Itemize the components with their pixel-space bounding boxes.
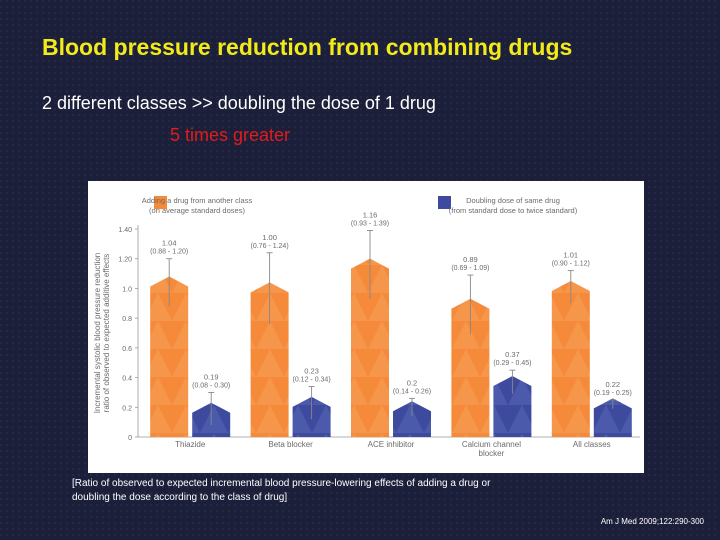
value-label: 1.01: [563, 251, 578, 260]
bar-add-drug-2: [250, 282, 289, 437]
legend-swatch-blue: [438, 196, 451, 209]
value-label: 0.37: [505, 350, 520, 359]
y-tick-label: 0.4: [122, 376, 132, 383]
value-label: 1.04: [162, 239, 177, 248]
value-label: 0.22: [605, 380, 620, 389]
category-label: Thiazide: [175, 440, 206, 449]
slide-title: Blood pressure reduction from combining …: [42, 34, 573, 60]
legend-label: Doubling dose of same drug: [466, 196, 560, 205]
ci-label: (0.93 - 1.39): [351, 220, 389, 227]
y-tick-label: 0.8: [122, 316, 132, 323]
legend-label: (from standard dose to twice standard): [449, 206, 578, 215]
y-tick-label: 1.40: [118, 227, 132, 234]
ci-label: (0.29 - 0.45): [493, 360, 531, 367]
ci-label: (0.69 - 1.09): [451, 265, 489, 272]
value-label: 0.2: [407, 378, 417, 387]
category-label: blocker: [479, 449, 505, 458]
bar-add-drug-3: [351, 258, 389, 437]
bar-add-drug-1: [150, 276, 189, 437]
y-tick-label: 0: [128, 435, 132, 442]
category-label: Beta blocker: [268, 440, 313, 449]
ci-label: (0.76 - 1.24): [251, 243, 289, 250]
ci-label: (0.14 - 0.26): [393, 388, 431, 395]
category-label: All classes: [573, 440, 611, 449]
value-label: 0.89: [463, 255, 478, 264]
value-label: 0.19: [204, 372, 219, 381]
y-tick-label: 1.0: [122, 286, 132, 293]
category-label: Calcium channel: [462, 440, 521, 449]
y-axis-label: ratio of observed to expected additive e…: [102, 254, 111, 413]
bar-double-dose-5: [593, 398, 632, 437]
ci-label: (0.08 - 0.30): [192, 382, 230, 389]
y-axis-label: Incremental systolic blood pressure redu…: [93, 253, 102, 414]
bar-add-drug-5: [551, 280, 590, 437]
ci-label: (0.19 - 0.25): [594, 390, 632, 397]
chart-panel: 0 0.2 0.4 0.6 0.8 1.0 1.20 1.40 Incremental syst…: [88, 181, 644, 473]
legend-label: Adding a drug from another class: [142, 196, 253, 205]
y-tick-label: 1.20: [118, 257, 132, 264]
value-label: 1.16: [363, 210, 378, 219]
ci-label: (0.88 - 1.20): [150, 249, 188, 256]
legend-swatch-orange: [154, 196, 167, 209]
ci-label: (0.12 - 0.34): [293, 376, 331, 383]
citation: Am J Med 2009;122:290-300: [600, 517, 704, 526]
ci-label: (0.90 - 1.12): [552, 261, 590, 268]
value-label: 1.00: [262, 233, 277, 242]
value-label: 0.23: [304, 366, 319, 375]
y-tick-label: 0.6: [122, 346, 132, 353]
y-tick-label: 0.2: [122, 405, 132, 412]
bar-double-dose-3: [393, 401, 431, 437]
slide-subtitle: 2 different classes >> doubling the dose…: [42, 93, 436, 113]
bar-double-dose-4: [493, 376, 532, 437]
legend-label: (on average standard doses): [149, 206, 245, 215]
category-label: ACE inhibitor: [368, 440, 415, 449]
highlight-text: 5 times greater: [170, 125, 291, 145]
chart-caption: [Ratio of observed to expected increment…: [72, 478, 491, 503]
bar-chart: 0 0.2 0.4 0.6 0.8 1.0 1.20 1.40 Incremental syst…: [93, 196, 640, 458]
bar-add-drug-4: [451, 298, 490, 437]
